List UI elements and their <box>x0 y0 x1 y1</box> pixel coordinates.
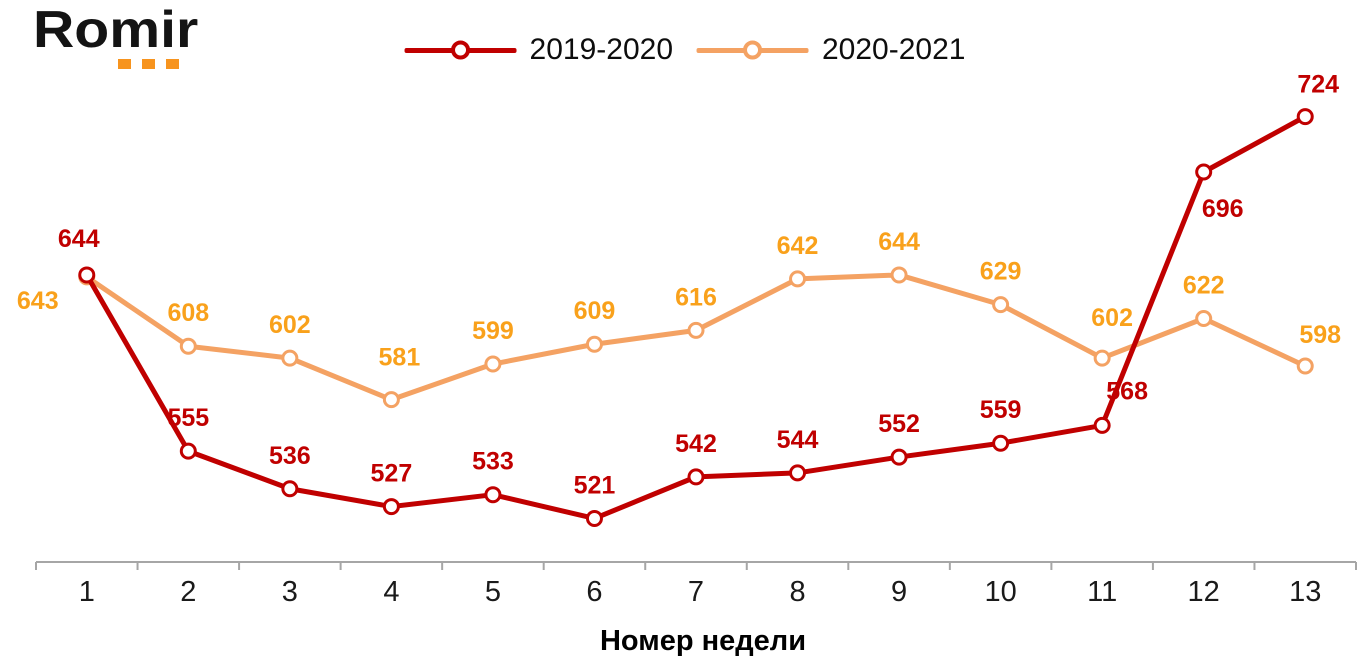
x-tick-label: 1 <box>79 576 95 608</box>
data-label-2020-2021: 581 <box>379 344 421 372</box>
data-point-marker-2020-2021 <box>179 337 197 355</box>
x-tick-label: 7 <box>688 576 704 608</box>
x-tick-label: 4 <box>383 576 399 608</box>
data-point-marker-2019-2020 <box>992 434 1010 452</box>
data-point-marker-2020-2021 <box>382 391 400 409</box>
data-label-2019-2020: 644 <box>58 225 100 253</box>
legend-label: 2020-2021 <box>822 33 966 66</box>
data-point-marker-2020-2021 <box>281 349 299 367</box>
x-tick-label: 11 <box>1087 576 1117 608</box>
data-point-marker-2019-2020 <box>484 486 502 504</box>
legend-item-2019-2020: 2019-2020 <box>404 33 673 67</box>
data-point-marker-2020-2021 <box>585 335 603 353</box>
data-label-2020-2021: 608 <box>167 299 209 327</box>
data-label-2020-2021: 629 <box>980 258 1022 286</box>
x-tick-label: 10 <box>984 576 1016 608</box>
x-tick-label: 2 <box>180 576 196 608</box>
data-label-2019-2020: 555 <box>167 404 209 432</box>
legend-line-sample <box>697 40 809 60</box>
data-label-2019-2020: 552 <box>878 410 920 438</box>
legend-label: 2019-2020 <box>529 33 673 66</box>
data-label-2020-2021: 642 <box>777 232 819 260</box>
data-label-2020-2021: 609 <box>574 297 616 325</box>
data-label-2019-2020: 696 <box>1202 195 1244 223</box>
data-point-marker-2019-2020 <box>179 442 197 460</box>
romir-logo: Romir <box>33 0 198 69</box>
x-tick-label: 9 <box>891 576 907 608</box>
x-tick-label: 5 <box>485 576 501 608</box>
x-tick-label: 8 <box>789 576 805 608</box>
legend-item-2020-2021: 2020-2021 <box>697 33 965 67</box>
chart-legend: 2019-2020 2020-2021 <box>404 33 965 67</box>
data-label-2020-2021: 644 <box>878 228 920 256</box>
data-point-marker-2020-2021 <box>1195 310 1213 327</box>
data-point-marker-2020-2021 <box>992 296 1010 314</box>
legend-marker-icon <box>451 40 471 60</box>
data-label-2019-2020: 542 <box>675 430 717 458</box>
data-point-marker-2019-2020 <box>1093 416 1111 434</box>
x-axis-title: Номер недели <box>600 625 806 657</box>
data-label-2019-2020: 544 <box>777 426 819 454</box>
logo-text: Romir <box>33 1 199 59</box>
data-point-marker-2019-2020 <box>1195 163 1213 181</box>
data-point-marker-2019-2020 <box>78 266 96 284</box>
data-point-marker-2020-2021 <box>484 355 502 373</box>
data-point-marker-2020-2021 <box>687 321 705 339</box>
legend-marker-icon <box>743 40 763 60</box>
data-label-2020-2021: 616 <box>675 283 717 311</box>
legend-line-sample <box>404 40 517 60</box>
data-point-marker-2019-2020 <box>382 498 400 516</box>
data-label-2020-2021: 643 <box>17 287 59 315</box>
data-point-marker-2019-2020 <box>789 464 807 482</box>
x-tick-label: 6 <box>586 576 602 608</box>
data-point-marker-2019-2020 <box>687 468 705 486</box>
data-label-2019-2020: 536 <box>269 442 311 470</box>
data-label-2020-2021: 602 <box>269 311 311 339</box>
data-label-2019-2020: 568 <box>1106 377 1148 405</box>
data-label-2019-2020: 527 <box>371 460 413 488</box>
x-tick-label: 13 <box>1289 576 1321 608</box>
data-point-marker-2019-2020 <box>890 448 908 466</box>
data-label-2020-2021: 599 <box>472 317 514 345</box>
data-label-2019-2020: 521 <box>574 471 616 499</box>
data-point-marker-2019-2020 <box>585 509 603 527</box>
data-point-marker-2019-2020 <box>1296 108 1314 126</box>
data-label-2020-2021: 622 <box>1183 272 1225 300</box>
data-label-2019-2020: 724 <box>1297 71 1339 99</box>
data-label-2019-2020: 559 <box>980 396 1022 424</box>
data-point-marker-2020-2021 <box>1093 349 1111 367</box>
x-tick-label: 3 <box>282 576 298 608</box>
data-label-2020-2021: 602 <box>1091 304 1133 332</box>
data-label-2020-2021: 598 <box>1299 321 1341 349</box>
data-label-2019-2020: 533 <box>472 448 514 476</box>
data-point-marker-2020-2021 <box>789 270 807 288</box>
logo-dots-icon <box>118 59 179 69</box>
data-point-marker-2020-2021 <box>890 266 908 284</box>
data-point-marker-2020-2021 <box>1296 357 1314 375</box>
x-tick-label: 12 <box>1188 576 1220 608</box>
data-point-marker-2019-2020 <box>281 480 299 498</box>
